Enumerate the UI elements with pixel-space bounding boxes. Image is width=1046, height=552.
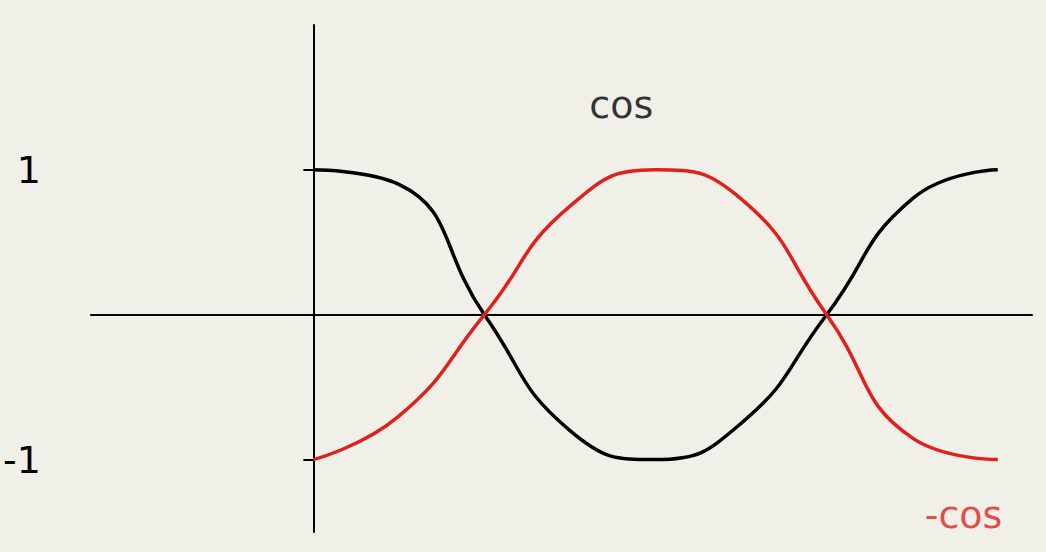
svg-text:1: 1 — [17, 148, 41, 192]
svg-text:-1: -1 — [3, 438, 41, 482]
svg-text:-cos: -cos — [925, 493, 1003, 537]
svg-text:cos: cos — [589, 83, 653, 127]
